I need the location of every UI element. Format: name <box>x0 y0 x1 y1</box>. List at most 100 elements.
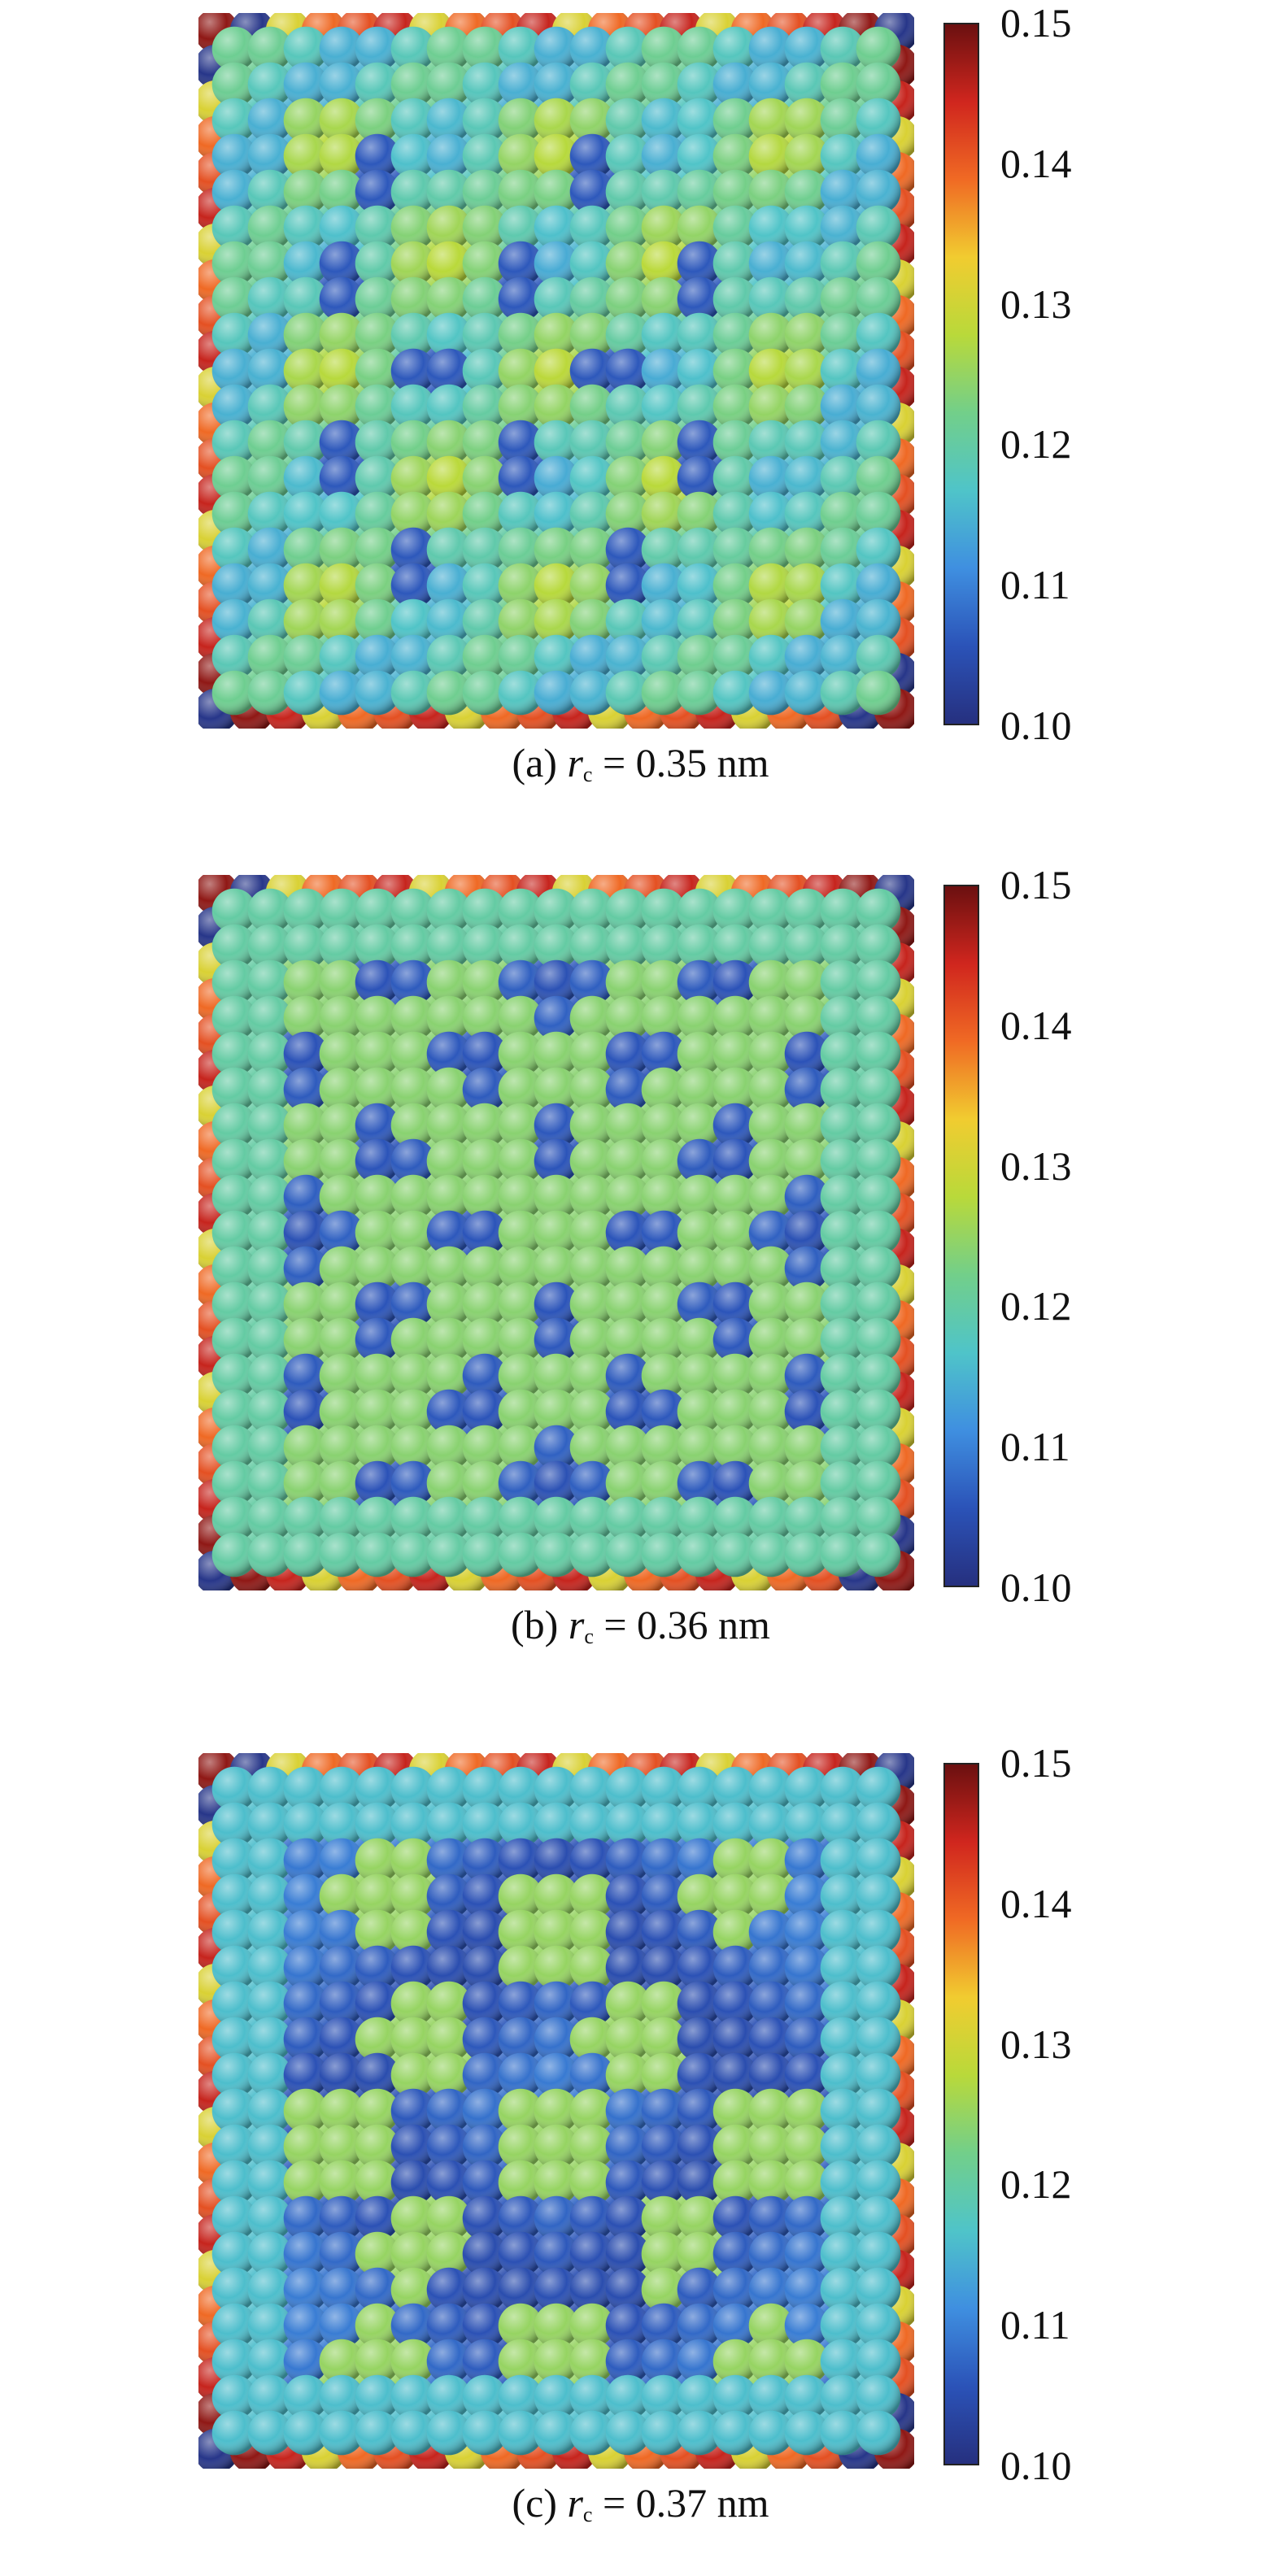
atom-sphere-shading <box>534 98 579 143</box>
atom-sphere-shading <box>355 1532 400 1577</box>
atom-sphere-shading <box>498 2088 543 2134</box>
atom-sphere-shading <box>748 455 794 501</box>
atom-sphere-shading <box>247 1353 293 1399</box>
atom-sphere-shading <box>534 1838 579 1883</box>
atom-sphere-shading <box>319 491 364 537</box>
atom-sphere-shading <box>856 598 901 644</box>
atom-sphere-shading <box>856 1496 901 1542</box>
atom-sphere-shading <box>283 924 329 969</box>
atom-sphere-shading <box>820 384 865 429</box>
atom-sphere-shading <box>784 276 830 322</box>
atom-sphere-shading <box>641 2339 686 2384</box>
atom-sphere-shading <box>784 2339 830 2384</box>
atom-sphere-shading <box>390 2267 436 2313</box>
atom-sphere-shading <box>211 2231 257 2277</box>
atom-sphere-shading <box>534 670 579 716</box>
atom-sphere-shading <box>784 169 830 215</box>
atom-sphere-shading <box>355 2124 400 2169</box>
atom-sphere-shading <box>712 1909 758 1955</box>
atom-sphere-shading <box>498 1210 543 1255</box>
atom-sphere-shading <box>390 276 436 322</box>
atom-sphere-shading <box>856 2410 901 2456</box>
atom-sphere-shading <box>856 348 901 394</box>
atom-sphere-shading <box>534 2195 579 2241</box>
atom-sphere-shading <box>390 2052 436 2098</box>
atom-sphere-shading <box>462 2339 508 2384</box>
colorbar-ticks-b: 0.15 0.14 0.13 0.12 0.11 0.10 <box>1000 864 1131 1608</box>
atom-sphere-shading <box>534 348 579 394</box>
atom-sphere-shading <box>677 420 722 465</box>
atom-sphere-shading <box>534 241 579 286</box>
atom-sphere-shading <box>247 1067 293 1112</box>
atom-sphere-shading <box>712 1174 758 1220</box>
atom-sphere-shading <box>784 1460 830 1506</box>
atom-sphere-shading <box>856 2303 901 2348</box>
atom-sphere-shading <box>498 2124 543 2169</box>
atom-sphere-shading <box>462 348 508 394</box>
atom-sphere-shading <box>641 1838 686 1883</box>
caption-value: = 0.36 nm <box>603 1602 770 1647</box>
atom-sphere-shading <box>712 1210 758 1255</box>
atom-sphere-shading <box>462 924 508 969</box>
atom-sphere-shading <box>426 312 472 358</box>
atom-sphere-shading <box>390 1281 436 1327</box>
atom-sphere-shading <box>211 384 257 429</box>
atom-sphere-shading <box>283 1532 329 1577</box>
atom-sphere-shading <box>462 276 508 322</box>
atom-sphere-shading <box>641 1353 686 1399</box>
atom-sphere-shading <box>319 2160 364 2205</box>
atom-sphere-shading <box>569 959 615 1005</box>
atom-sphere-shading <box>569 1389 615 1434</box>
atom-sphere-shading <box>355 491 400 537</box>
atom-sphere-shading <box>784 527 830 572</box>
atom-sphere-shading <box>820 2124 865 2169</box>
atom-sphere-shading <box>283 1802 329 1847</box>
atom-sphere-shading <box>677 276 722 322</box>
atom-sphere-shading <box>462 62 508 107</box>
atom-sphere-shading <box>355 1353 400 1399</box>
atom-sphere-shading <box>605 1389 651 1434</box>
atom-sphere-shading <box>426 1909 472 1955</box>
atom-sphere-shading <box>211 276 257 322</box>
atom-sphere-shading <box>498 2374 543 2420</box>
atom-sphere-shading <box>784 1103 830 1148</box>
atom-sphere-shading <box>569 1067 615 1112</box>
atom-sphere-shading <box>319 1067 364 1112</box>
atom-sphere-shading <box>211 2374 257 2420</box>
atom-sphere-shading <box>569 491 615 537</box>
atom-sphere-shading <box>748 1389 794 1434</box>
atom-sphere-shading <box>462 1353 508 1399</box>
atom-sphere-shading <box>677 1389 722 1434</box>
atom-sphere-shading <box>605 312 651 358</box>
atom-sphere-shading <box>211 2267 257 2313</box>
atom-sphere-shading <box>390 995 436 1041</box>
atom-sphere-shading <box>677 959 722 1005</box>
atom-sphere-shading <box>784 1031 830 1077</box>
atom-sphere-shading <box>247 563 293 608</box>
atom-sphere-shading <box>748 133 794 179</box>
atom-sphere-shading <box>247 2052 293 2098</box>
atom-sphere-shading <box>712 888 758 933</box>
atom-sphere-shading <box>247 1138 293 1184</box>
atom-sphere-shading <box>677 2124 722 2169</box>
atom-sphere-shading <box>820 2160 865 2205</box>
atom-sphere-shading <box>211 1496 257 1542</box>
atom-sphere-shading <box>319 1246 364 1291</box>
atom-sphere-shading <box>605 634 651 680</box>
atom-sphere-shading <box>748 205 794 250</box>
atom-sphere-shading <box>283 959 329 1005</box>
atom-sphere-shading <box>283 241 329 286</box>
colorbar-ticks-a: 0.15 0.14 0.13 0.12 0.11 0.10 <box>1000 2 1131 746</box>
atom-sphere-shading <box>677 1766 722 1812</box>
atom-sphere-shading <box>641 169 686 215</box>
atom-sphere-shading <box>462 1174 508 1220</box>
atom-sphere-shading <box>712 2339 758 2384</box>
caption-label: (b) <box>511 1602 559 1647</box>
atom-sphere-shading <box>641 312 686 358</box>
atom-sphere-shading <box>534 1174 579 1220</box>
atom-sphere-shading <box>820 1425 865 1470</box>
atom-sphere-shading <box>498 2303 543 2348</box>
atom-sphere-shading <box>641 348 686 394</box>
atom-sphere-shading <box>784 1838 830 1883</box>
atom-sphere-shading <box>319 133 364 179</box>
